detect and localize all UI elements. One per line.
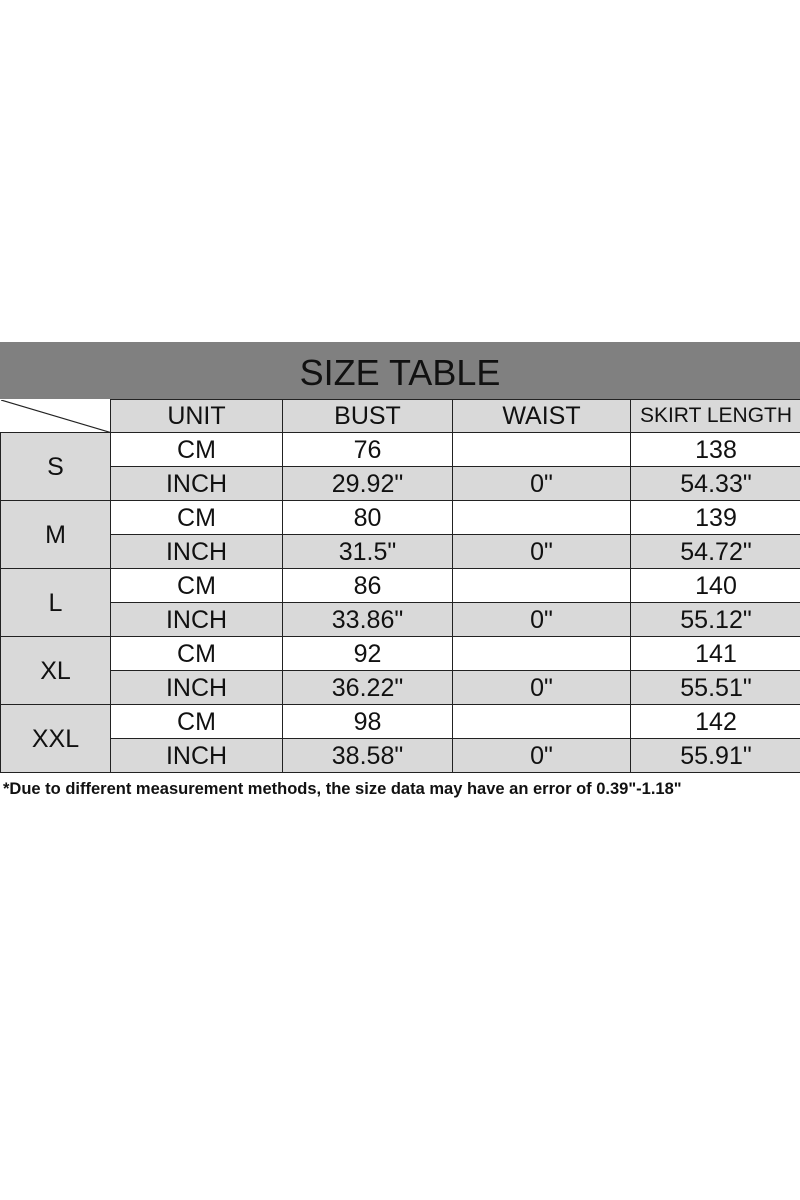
- size-table-title: SIZE TABLE: [0, 342, 800, 399]
- skirt-length-cell: 142: [630, 704, 800, 739]
- waist-cell: 0": [452, 602, 631, 637]
- size-label: L: [0, 568, 111, 637]
- table-row: INCH 29.92" 0" 54.33": [1, 466, 800, 501]
- waist-cell: [452, 636, 631, 671]
- header-bust: BUST: [282, 399, 453, 433]
- unit-cell: INCH: [110, 602, 283, 637]
- header-row: UNIT BUST WAIST SKIRT LENGTH: [0, 399, 800, 433]
- skirt-length-cell: 54.33": [630, 466, 800, 501]
- table-row: XL CM 92 141: [0, 636, 800, 705]
- bust-cell: 29.92": [282, 466, 453, 501]
- table-row: L CM 86 140: [0, 568, 800, 637]
- table-row: XXL CM 98 142: [0, 704, 800, 773]
- waist-cell: [452, 432, 631, 467]
- bust-cell: 80: [282, 500, 453, 535]
- size-table: UNIT BUST WAIST SKIRT LENGTH S CM 76 138 INC…: [0, 399, 800, 773]
- skirt-length-cell: 55.51": [630, 670, 800, 705]
- unit-cell: INCH: [110, 534, 283, 569]
- skirt-length-cell: 54.72": [630, 534, 800, 569]
- waist-cell: 0": [452, 534, 631, 569]
- bust-cell: 36.22": [282, 670, 453, 705]
- unit-cell: INCH: [110, 738, 283, 773]
- table-row: INCH 31.5" 0" 54.72": [1, 534, 800, 569]
- diagonal-corner-cell: [0, 399, 111, 433]
- size-label: XXL: [0, 704, 111, 773]
- waist-cell: [452, 704, 631, 739]
- unit-cell: CM: [110, 636, 283, 671]
- unit-cell: INCH: [110, 670, 283, 705]
- bust-cell: 98: [282, 704, 453, 739]
- waist-cell: 0": [452, 466, 631, 501]
- skirt-length-cell: 138: [630, 432, 800, 467]
- table-row: S CM 76 138: [0, 432, 800, 501]
- header-skirt-length: SKIRT LENGTH: [630, 399, 800, 433]
- table-row: INCH 33.86" 0" 55.12": [1, 602, 800, 637]
- waist-cell: [452, 568, 631, 603]
- skirt-length-cell: 141: [630, 636, 800, 671]
- bust-cell: 86: [282, 568, 453, 603]
- skirt-length-cell: 139: [630, 500, 800, 535]
- header-waist: WAIST: [452, 399, 631, 433]
- skirt-length-cell: 55.12": [630, 602, 800, 637]
- bust-cell: 31.5": [282, 534, 453, 569]
- table-row: INCH 38.58" 0" 55.91": [1, 738, 800, 773]
- size-label: S: [0, 432, 111, 501]
- skirt-length-cell: 140: [630, 568, 800, 603]
- waist-cell: [452, 500, 631, 535]
- unit-cell: CM: [110, 568, 283, 603]
- skirt-length-cell: 55.91": [630, 738, 800, 773]
- unit-cell: CM: [110, 500, 283, 535]
- bust-cell: 76: [282, 432, 453, 467]
- waist-cell: 0": [452, 670, 631, 705]
- unit-cell: CM: [110, 704, 283, 739]
- measurement-note: *Due to different measurement methods, t…: [3, 780, 682, 798]
- unit-cell: CM: [110, 432, 283, 467]
- bust-cell: 33.86": [282, 602, 453, 637]
- waist-cell: 0": [452, 738, 631, 773]
- bust-cell: 38.58": [282, 738, 453, 773]
- bust-cell: 92: [282, 636, 453, 671]
- size-label: XL: [0, 636, 111, 705]
- unit-cell: INCH: [110, 466, 283, 501]
- table-row: M CM 80 139: [0, 500, 800, 569]
- size-label: M: [0, 500, 111, 569]
- header-unit: UNIT: [110, 399, 283, 433]
- table-row: INCH 36.22" 0" 55.51": [1, 670, 800, 705]
